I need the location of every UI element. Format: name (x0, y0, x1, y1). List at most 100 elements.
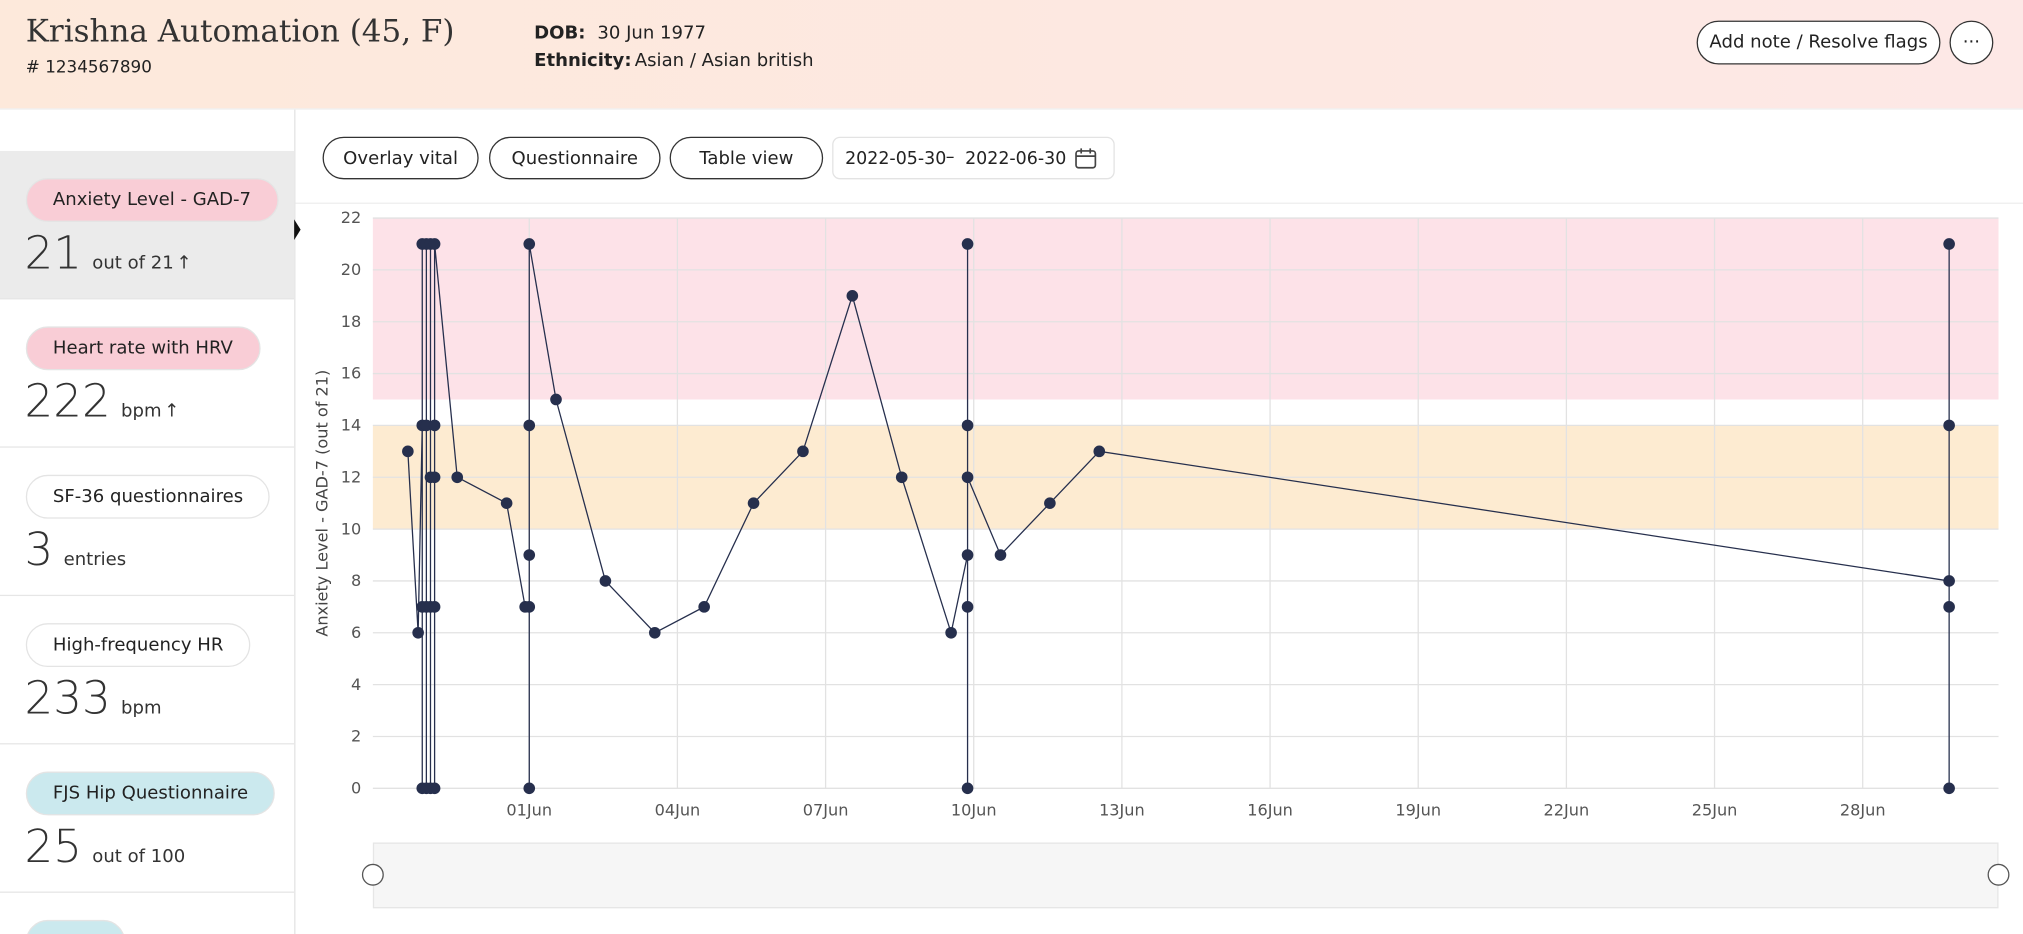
y-tick-label: 22 (341, 208, 362, 227)
metric-tag: Heart rate with HRV (25, 326, 261, 371)
y-tick-label: 4 (351, 675, 361, 694)
data-point (550, 393, 562, 406)
data-point (523, 601, 536, 613)
metric-card[interactable]: Heart rate with HRV 222 bpm ↑ (0, 299, 295, 448)
ethnicity: Asian / Asian british (634, 50, 814, 71)
data-point (961, 549, 974, 561)
metric-tag: Anxiety Level - GAD-7 (25, 178, 279, 222)
metric-card[interactable]: Anxiety Level - GAD-7 21 out of 21 ↑ (0, 150, 295, 300)
data-point (1943, 601, 1955, 613)
x-tick-label: 07Jun (803, 800, 849, 819)
trend-arrow: ↑ (176, 252, 192, 274)
metric-value: 222 (24, 376, 111, 429)
metric-value-row: 21 out of 21 ↑ (25, 228, 192, 280)
metric-unit: bpm (121, 697, 162, 719)
date-separator: – (945, 147, 955, 168)
data-point (961, 782, 974, 795)
data-point (428, 471, 441, 484)
x-tick-label: 04Jun (655, 800, 701, 819)
series-line (407, 243, 1950, 789)
data-point (698, 601, 710, 613)
data-point (402, 445, 414, 458)
y-tick-label: 16 (341, 364, 362, 383)
threshold-band (372, 218, 1999, 400)
metric-value: 3 (24, 525, 54, 577)
y-tick-label: 8 (351, 571, 361, 590)
metric-unit: out of 21 (92, 252, 174, 274)
y-tick-label: 12 (341, 467, 362, 486)
data-point (523, 549, 536, 561)
x-tick-label: 25Jun (1692, 800, 1738, 819)
x-tick-label: 01Jun (506, 800, 552, 819)
metric-tag: FJS Hip Questionnaire (25, 771, 276, 816)
x-tick-label: 19Jun (1395, 800, 1441, 819)
metric-unit: bpm (121, 401, 162, 422)
y-tick-label: 10 (341, 519, 362, 538)
data-point (599, 575, 612, 587)
toolbar-button[interactable]: Questionnaire (488, 136, 661, 180)
y-tick-label: 18 (341, 312, 362, 331)
metric-card[interactable]: High-frequency HR 233 bpm (0, 596, 295, 745)
data-point (428, 238, 441, 250)
sidebar-top: --- (26, 110, 57, 124)
data-point (961, 238, 974, 250)
data-point (1943, 575, 1955, 587)
x-tick-label: 10Jun (951, 800, 997, 819)
data-point (523, 782, 536, 795)
metric-tag: SF-36 questionnaires (25, 474, 271, 519)
data-point (961, 601, 974, 613)
toolbar-button[interactable]: Table view (669, 136, 824, 180)
patient-id: # 1234567890 (25, 58, 152, 78)
metric-card[interactable]: SF-36 questionnaires 3 entries (0, 448, 295, 597)
data-point (895, 471, 908, 484)
dob-label: DOB: (534, 23, 586, 44)
slider-handle[interactable] (1987, 863, 2010, 886)
y-tick-label: 6 (351, 623, 361, 642)
data-point (500, 497, 513, 509)
y-axis-label: Anxiety Level - GAD-7 (out of 21) (313, 370, 332, 637)
metric-card[interactable]: FJS Hip Questionnaire 25 out of 100 (0, 744, 295, 893)
metric-value-row: 233 bpm (25, 673, 162, 725)
toolbar-button[interactable]: Overlay vital (322, 136, 479, 180)
dob: 30 Jun 1977 (597, 23, 707, 44)
data-point (428, 601, 441, 613)
y-tick-label: 20 (341, 260, 362, 279)
data-point (1943, 782, 1955, 795)
date-range[interactable]: 2022-05-30 – 2022-06-30 (832, 136, 1115, 180)
metric-value-row: 222 bpm ↑ (25, 377, 180, 429)
x-tick-label: 28Jun (1840, 800, 1886, 819)
trend-arrow: ↑ (164, 401, 180, 422)
data-point (648, 626, 661, 639)
metric-card[interactable]: FJS K (0, 893, 294, 934)
metric-tag: High-frequency HR (25, 623, 251, 668)
date-from: 2022-05-30 (845, 148, 947, 170)
data-point (961, 419, 974, 432)
range-slider[interactable] (372, 842, 1999, 909)
data-point (420, 419, 433, 432)
data-point (1093, 445, 1106, 458)
data-point (1943, 238, 1955, 250)
data-point (451, 471, 464, 484)
metric-value-row: 25 out of 100 (25, 822, 186, 874)
patient-name: Krishna Automation (45, F) (25, 12, 455, 50)
metric-value: 21 (24, 228, 82, 280)
x-tick-label: 16Jun (1247, 800, 1293, 819)
calendar-icon (1075, 148, 1097, 169)
slider-handle[interactable] (361, 863, 384, 886)
data-point (1943, 419, 1955, 432)
toolbar-divider (295, 202, 2023, 204)
data-point (412, 626, 424, 639)
ethnicity-label: Ethnicity: (534, 50, 632, 71)
more-button[interactable]: ··· (1949, 20, 1994, 65)
selection-pointer (294, 219, 301, 240)
x-tick-label: 22Jun (1544, 800, 1590, 819)
y-tick-label: 14 (341, 416, 362, 435)
data-point (961, 471, 974, 484)
y-tick-label: 2 (351, 727, 361, 746)
data-point (994, 549, 1007, 561)
add-note-button[interactable]: Add note / Resolve flags (1696, 20, 1941, 65)
data-point (428, 782, 441, 795)
y-tick-label: 0 (351, 778, 361, 797)
